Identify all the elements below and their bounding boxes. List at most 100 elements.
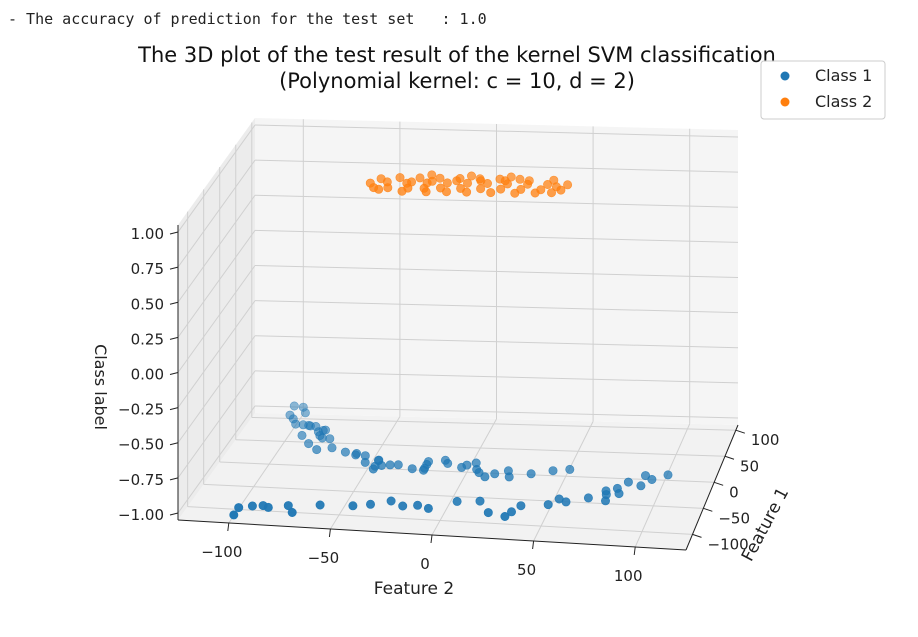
data-point-class-2 xyxy=(397,186,407,196)
data-point-class-2 xyxy=(442,178,452,188)
x-tick xyxy=(703,507,713,512)
data-point-class-2 xyxy=(515,174,525,184)
legend-marker-class-2 xyxy=(780,97,790,107)
data-point-class-1 xyxy=(483,508,493,518)
data-point-class-1 xyxy=(229,510,239,520)
x-tick xyxy=(724,455,735,460)
data-point-class-1 xyxy=(386,496,396,506)
data-point-class-2 xyxy=(466,171,476,181)
z-tick xyxy=(169,231,179,235)
data-point-class-1 xyxy=(393,460,403,470)
grid-line-z-back xyxy=(254,265,739,278)
y-tick xyxy=(328,528,331,538)
x-tick xyxy=(735,429,745,434)
axis-lines xyxy=(169,225,745,556)
grid-line-z-side xyxy=(177,230,256,338)
data-point-class-1 xyxy=(312,445,322,455)
data-point-class-2 xyxy=(435,173,445,183)
z-tick-label: 0.00 xyxy=(131,366,164,384)
grid-line-z-side xyxy=(177,370,256,479)
data-point-class-1 xyxy=(647,474,657,484)
data-point-class-1 xyxy=(351,450,361,460)
data-point-class-1 xyxy=(317,433,327,443)
y-tick xyxy=(227,522,230,532)
x-tick-label: 0 xyxy=(729,483,739,501)
data-point-class-1 xyxy=(506,507,516,517)
data-point-class-2 xyxy=(556,185,566,195)
data-point-class-1 xyxy=(600,496,610,506)
data-point-class-1 xyxy=(327,443,337,453)
data-point-class-1 xyxy=(289,401,299,411)
grid-line-z-side xyxy=(177,265,256,373)
grid-line-z-back xyxy=(254,229,739,243)
data-point-class-1 xyxy=(247,501,257,511)
data-point-class-1 xyxy=(291,419,301,429)
data-point-class-1 xyxy=(304,439,314,449)
y-tick-label: −50 xyxy=(308,549,340,567)
grid-line-z-side xyxy=(177,124,256,233)
data-point-class-2 xyxy=(530,188,540,198)
x-tick-label: 50 xyxy=(740,457,759,475)
data-point-class-2 xyxy=(415,173,425,183)
data-point-class-2 xyxy=(421,187,431,197)
y-tick-label: −100 xyxy=(201,543,242,561)
grid-lines xyxy=(177,119,739,548)
z-tick xyxy=(169,477,179,481)
grid-line-z-side xyxy=(177,335,256,444)
data-point-class-2 xyxy=(563,180,573,190)
grid-line-z-back xyxy=(254,159,739,173)
data-point-class-1 xyxy=(636,481,646,491)
data-point-class-2 xyxy=(546,188,556,198)
grid-line-z-back xyxy=(254,405,739,419)
x-tick xyxy=(692,533,702,538)
grid-line-z-side xyxy=(177,194,256,303)
grid-line-z-back xyxy=(254,194,739,208)
data-point-class-1 xyxy=(263,502,273,512)
z-tick-label: 0.25 xyxy=(131,330,164,348)
legend: Class 1 Class 2 xyxy=(760,60,886,120)
legend-label-class-1: Class 1 xyxy=(815,66,872,85)
data-point-class-1 xyxy=(283,501,293,511)
data-point-class-1 xyxy=(234,503,244,513)
x-axis-line xyxy=(685,424,739,551)
data-point-class-1 xyxy=(565,464,575,474)
y-tick xyxy=(633,546,636,556)
data-point-class-1 xyxy=(457,462,467,472)
z-axis-label: Class label xyxy=(91,344,110,430)
data-point-class-1 xyxy=(543,500,553,510)
data-point-class-1 xyxy=(500,511,510,521)
data-point-class-1 xyxy=(365,499,375,509)
grid-line-y-floor xyxy=(431,418,497,536)
data-point-class-2 xyxy=(543,180,553,190)
x-tick-label: 100 xyxy=(751,431,780,449)
grid-line-z-side xyxy=(177,300,256,408)
z-tick xyxy=(169,266,179,270)
data-point-class-2 xyxy=(476,184,486,194)
x-tick-label: −50 xyxy=(718,509,750,527)
data-point-class-1 xyxy=(385,460,395,470)
y-axis-label: Feature 2 xyxy=(374,579,454,599)
z-tick-label: −0.50 xyxy=(118,436,164,454)
data-point-class-1 xyxy=(287,507,297,517)
data-point-class-1 xyxy=(526,469,536,479)
grid-line-z-back xyxy=(254,300,739,314)
y-tick-label: 50 xyxy=(517,561,536,579)
data-point-class-1 xyxy=(516,501,526,511)
data-point-class-2 xyxy=(441,187,451,197)
data-point-class-1 xyxy=(297,430,307,440)
data-points xyxy=(229,170,673,521)
z-tick-label: −0.25 xyxy=(118,401,164,419)
z-tick-label: 0.50 xyxy=(131,295,164,313)
data-point-class-2 xyxy=(395,173,405,183)
data-point-class-2 xyxy=(482,179,492,189)
grid-line-z-side xyxy=(177,159,256,268)
data-point-class-2 xyxy=(523,179,533,189)
grid-line-z-back xyxy=(254,370,739,384)
data-point-class-1 xyxy=(548,466,558,476)
z-tick-label: 1.00 xyxy=(131,225,164,243)
data-point-class-1 xyxy=(583,493,593,503)
x-tick xyxy=(714,481,724,486)
grid-line-y-floor xyxy=(533,421,594,542)
grid-line-z-side xyxy=(177,405,256,514)
